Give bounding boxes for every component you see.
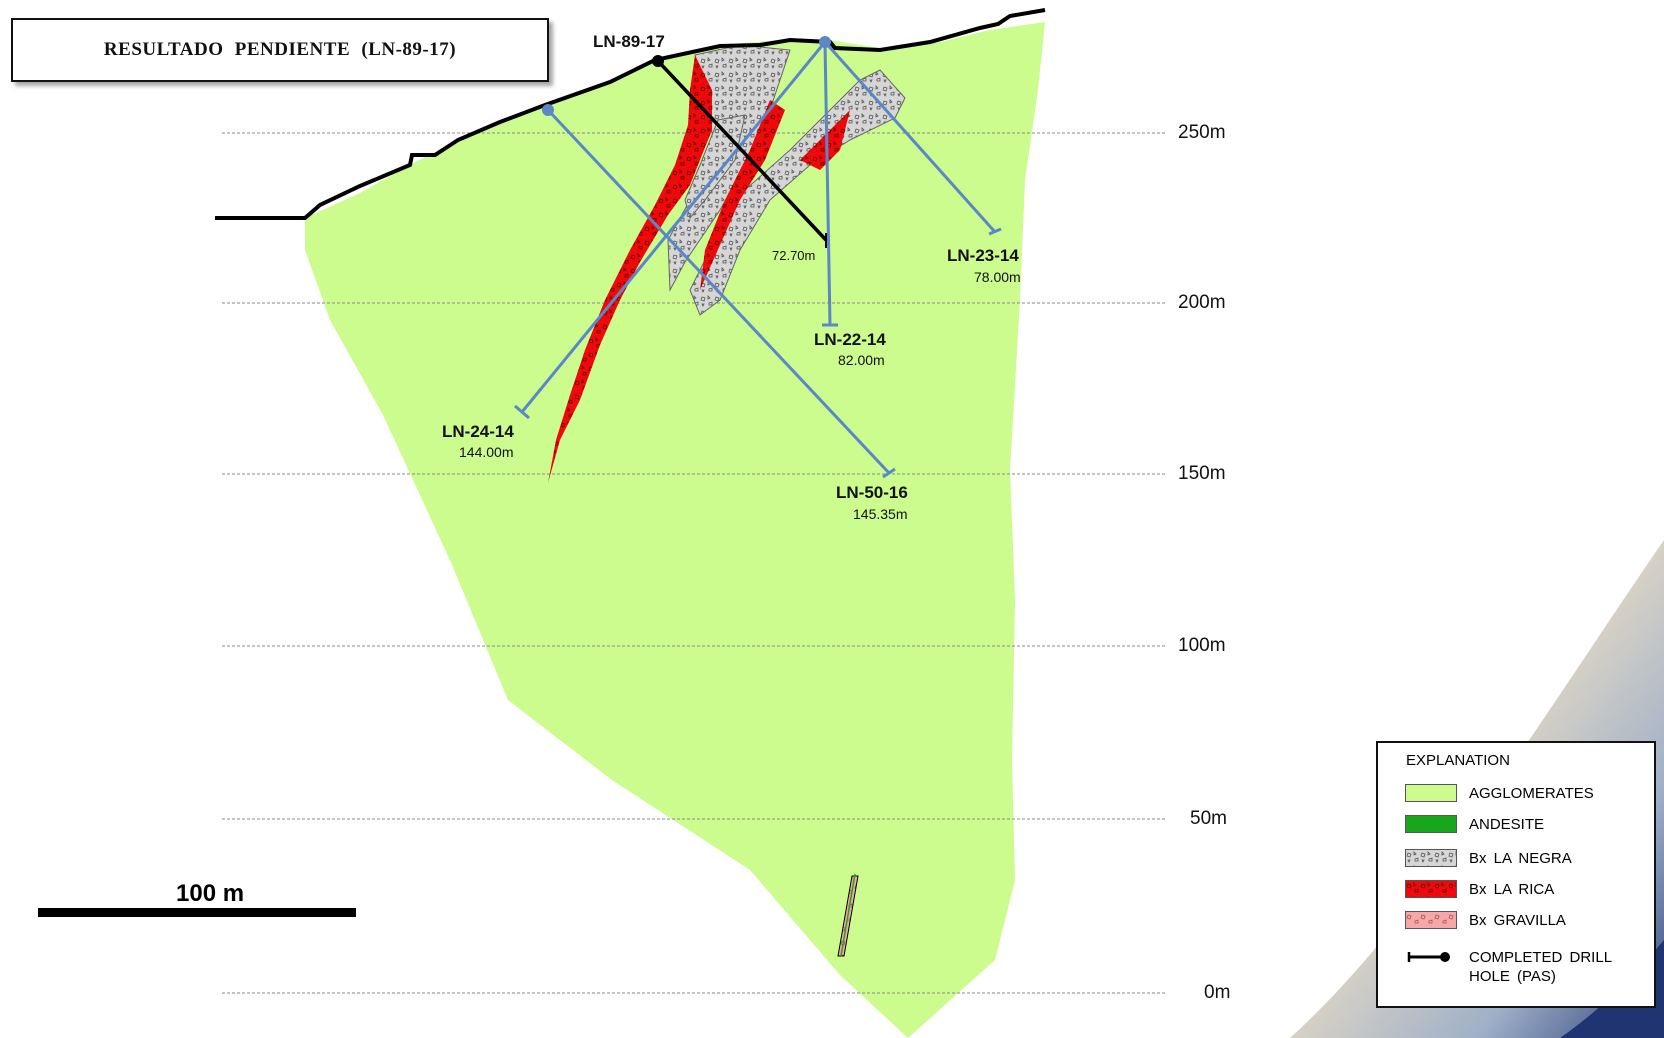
drill-ln-23-14 [823,40,997,234]
legend-label: ANDESITE [1469,816,1545,833]
label-ln-23-14: LN-23-14 [947,246,1019,265]
elevation-200: 200m [1178,292,1226,313]
elevation-250: 250m [1178,122,1226,143]
collar-ln-89-17 [652,55,664,67]
drill-ln-50-16 [546,108,891,475]
label-ln-50-16: LN-50-16 [836,483,908,502]
depth-ln-89-17: 72.70m [772,248,816,263]
drill-ln-89-17 [656,59,828,242]
page-title: RESULTADO PENDIENTE (LN-89-17) [103,39,457,60]
label-ln-24-14: LN-24-14 [442,422,514,441]
elevation-0: 0m [1204,982,1231,1003]
scale-bar-label: 100 m [176,880,245,907]
depth-ln-22-14: 82.00m [838,352,885,368]
legend-label: Bx LA RICA [1469,881,1555,898]
scale-bar [38,908,356,917]
drill-ln-22-14 [823,41,832,326]
andesite-sliver [840,873,856,957]
corner-swoosh-dark [1560,940,1664,1038]
elevation-50: 50m [1190,808,1227,829]
legend-label: AGGLOMERATES [1469,785,1594,802]
legend: EXPLANATION AGGLOMERATES ANDESITE Bx LA … [1376,741,1656,1008]
depth-ln-24-14: 144.00m [459,444,514,460]
legend-label: Bx LA NEGRA [1469,850,1572,867]
collar-ln-22-14 [819,36,831,48]
collar-ln-50-16 [542,104,554,116]
label-ln-89-17: LN-89-17 [593,32,665,51]
swatch-bx-la-negra [1405,849,1457,867]
depth-ln-23-14: 78.00m [974,269,1021,285]
elevation-150: 150m [1178,463,1226,484]
elevation-100: 100m [1178,635,1226,656]
drill-hole-icon [1407,952,1450,962]
legend-header: EXPLANATION [1406,752,1510,769]
swatch-andesite [1405,815,1457,833]
depth-ln-50-16: 145.35m [853,506,908,522]
legend-label: COMPLETED DRILL HOLE (PAS) [1469,949,1612,985]
title-box: RESULTADO PENDIENTE (LN-89-17) [11,18,549,82]
swatch-bx-gravilla [1405,911,1457,929]
bx-la-negra-unit [667,44,906,316]
bx-la-rica-unit [548,55,850,483]
agglomerate-body [305,22,1045,1038]
legend-label: Bx GRAVILLA [1469,912,1566,929]
drill-holes [514,40,1002,479]
drill-ln-24-14 [520,41,827,413]
label-ln-22-14: LN-22-14 [814,330,886,349]
swatch-bx-la-rica [1405,880,1457,898]
swatch-agglomerates [1405,784,1457,802]
